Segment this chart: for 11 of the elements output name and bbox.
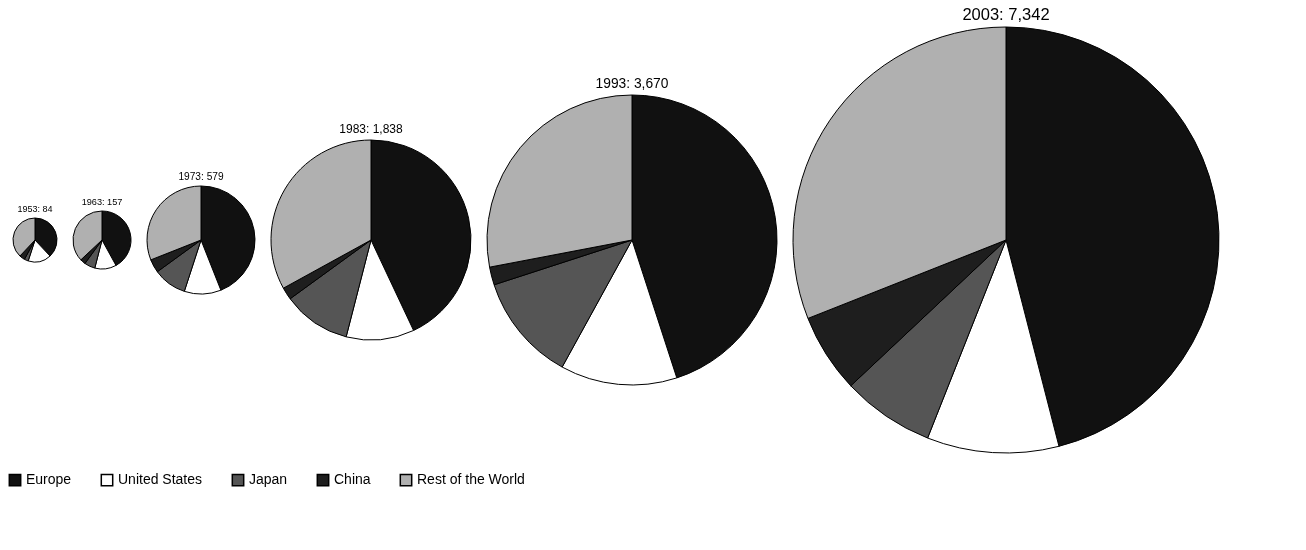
slice-label: 1983: 1,838 — [339, 122, 404, 136]
legend-label: United States — [118, 471, 203, 488]
slice-label: 2003: 7,342 — [962, 5, 1050, 24]
slice-label: 1953: 84 — [17, 204, 53, 214]
slice-label: 1993: 3,670 — [595, 76, 669, 91]
slice-label: 1963: 157 — [81, 197, 123, 207]
slice-label: 1973: 579 — [178, 171, 224, 182]
legend-label: China — [334, 471, 371, 488]
legend-label: Rest of the World — [417, 471, 525, 488]
legend-label: Europe — [26, 471, 72, 488]
legend-label: Japan — [249, 471, 288, 488]
